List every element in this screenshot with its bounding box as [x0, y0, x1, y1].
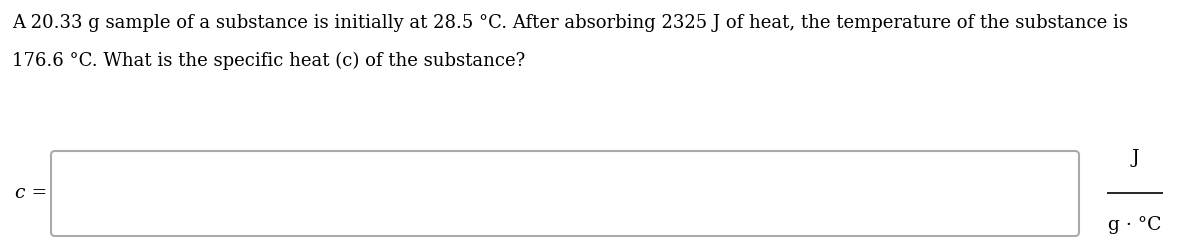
Text: g · °C: g · °C: [1109, 216, 1162, 234]
Text: A 20.33 g sample of a substance is initially at 28.5 °C. After absorbing 2325 J : A 20.33 g sample of a substance is initi…: [12, 14, 1128, 32]
Text: 176.6 °C. What is the specific heat (c) of the substance?: 176.6 °C. What is the specific heat (c) …: [12, 52, 526, 70]
FancyBboxPatch shape: [50, 151, 1079, 236]
Text: J: J: [1132, 149, 1139, 167]
Text: c =: c =: [14, 184, 47, 203]
